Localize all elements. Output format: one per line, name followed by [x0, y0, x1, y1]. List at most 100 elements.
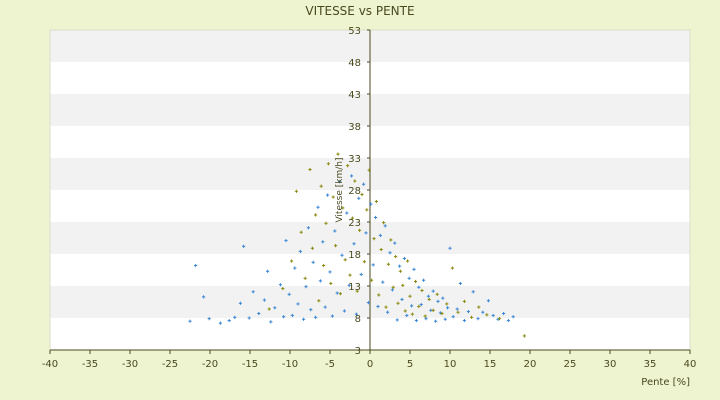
- data-point: [233, 315, 237, 319]
- x-tick-label: -10: [282, 359, 298, 370]
- chart-title: VITESSE vs PENTE: [305, 4, 414, 18]
- y-axis-label: Vitesse [km/h]: [335, 157, 345, 222]
- data-point: [471, 290, 475, 294]
- data-point: [365, 208, 369, 212]
- data-point: [383, 224, 387, 228]
- data-point: [328, 270, 332, 274]
- x-tick-label: 10: [444, 359, 457, 370]
- data-point: [238, 301, 242, 305]
- data-point: [367, 168, 371, 172]
- data-point: [273, 306, 277, 310]
- data-point: [359, 272, 363, 277]
- data-point: [364, 231, 368, 235]
- y-tick-label: 23: [348, 218, 361, 229]
- data-point: [366, 301, 370, 305]
- data-point: [218, 321, 222, 325]
- data-point: [401, 283, 405, 287]
- data-point: [346, 164, 350, 168]
- y-tick-label: 18: [348, 250, 361, 261]
- y-tick-label: 3: [355, 346, 361, 357]
- data-point: [403, 309, 407, 313]
- data-point: [462, 318, 466, 323]
- y-tick-label: 48: [348, 58, 361, 69]
- data-point: [335, 291, 339, 295]
- data-point: [348, 273, 352, 277]
- data-point: [382, 221, 386, 225]
- data-point: [355, 289, 359, 293]
- x-tick-label: -30: [122, 359, 138, 370]
- data-point: [326, 162, 330, 166]
- data-point: [381, 280, 385, 284]
- data-point: [334, 244, 338, 248]
- data-point: [299, 230, 303, 234]
- data-point: [378, 233, 382, 238]
- data-point: [340, 253, 344, 257]
- data-point: [427, 297, 431, 302]
- data-point: [502, 311, 506, 316]
- data-point: [372, 237, 376, 241]
- data-point: [374, 199, 378, 204]
- data-point: [227, 318, 231, 323]
- data-point: [436, 299, 440, 303]
- data-point: [262, 298, 266, 302]
- data-point: [319, 184, 323, 188]
- data-point: [374, 215, 378, 220]
- data-point: [362, 182, 366, 186]
- data-point: [330, 314, 334, 318]
- data-point: [440, 311, 444, 316]
- data-point: [391, 285, 395, 289]
- data-point: [323, 305, 327, 309]
- x-tick-label: 30: [604, 359, 617, 370]
- data-point: [242, 244, 246, 248]
- data-point: [338, 180, 342, 184]
- data-point: [400, 297, 404, 302]
- data-point: [322, 263, 326, 268]
- data-point: [333, 229, 337, 233]
- x-tick-label: -5: [325, 359, 335, 370]
- x-tick-label: -35: [82, 359, 98, 370]
- data-point: [281, 286, 285, 291]
- x-tick-label: -20: [202, 359, 218, 370]
- data-point: [352, 242, 356, 246]
- data-point: [388, 251, 392, 255]
- data-point: [408, 294, 412, 298]
- x-tick-label: 0: [367, 359, 373, 370]
- x-tick-label: 35: [644, 359, 657, 370]
- data-point: [379, 247, 383, 252]
- data-point: [476, 317, 480, 321]
- data-point: [188, 319, 192, 323]
- data-point: [345, 211, 349, 215]
- data-point: [370, 278, 374, 282]
- data-point: [377, 293, 381, 297]
- data-point: [407, 276, 411, 280]
- data-point: [316, 205, 320, 209]
- data-point: [384, 305, 388, 309]
- data-point: [202, 295, 206, 299]
- data-point: [343, 258, 347, 262]
- data-point: [287, 292, 291, 296]
- data-point: [441, 296, 445, 300]
- data-point: [455, 307, 459, 311]
- data-point: [486, 299, 490, 303]
- data-point: [324, 221, 328, 225]
- data-point: [342, 309, 346, 313]
- data-point: [414, 279, 418, 284]
- data-point: [294, 189, 298, 193]
- data-point: [386, 262, 390, 266]
- data-point: [414, 318, 418, 323]
- data-point: [481, 310, 485, 314]
- x-tick-label: -15: [242, 359, 258, 370]
- data-point: [303, 276, 307, 280]
- y-tick-label: 33: [348, 154, 361, 165]
- data-points: [188, 152, 526, 338]
- data-point: [329, 281, 333, 286]
- data-point: [443, 317, 447, 321]
- x-tick-label: 15: [484, 359, 497, 370]
- data-point: [251, 290, 255, 294]
- data-point: [410, 312, 414, 316]
- data-point: [477, 305, 481, 309]
- data-point: [398, 269, 402, 273]
- data-point: [362, 260, 366, 264]
- data-point: [269, 320, 273, 324]
